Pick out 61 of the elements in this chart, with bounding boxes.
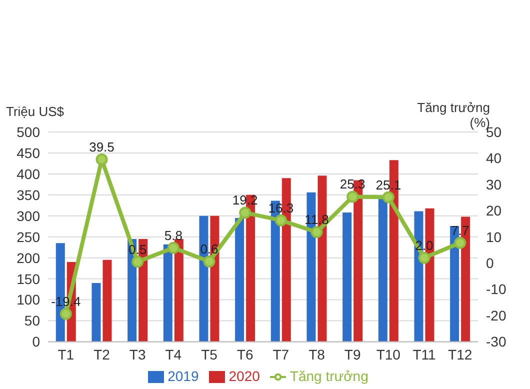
point	[167, 242, 180, 254]
bar	[378, 198, 388, 342]
y-tick-label: 500	[16, 124, 40, 140]
data-label: -19.4	[51, 294, 81, 309]
bar	[174, 238, 184, 342]
point	[203, 255, 216, 268]
x-tick-label: T1	[58, 346, 74, 363]
y-tick-label: 350	[16, 186, 40, 203]
point	[346, 190, 359, 203]
y-tick-label: 300	[16, 208, 40, 224]
y2-tick-label: 40	[486, 150, 502, 166]
bar	[102, 260, 112, 342]
y-tick-label: 100	[16, 292, 40, 308]
legend-label: Tăng trưởng	[290, 368, 368, 384]
point	[274, 214, 287, 226]
x-tick-label: T10	[376, 346, 401, 363]
bar	[342, 212, 352, 342]
y-tick-label: 400	[16, 166, 40, 182]
point	[132, 256, 144, 268]
point	[382, 191, 394, 204]
x-tick-label: T4	[165, 346, 182, 363]
point	[418, 252, 430, 264]
data-label: 39.5	[89, 140, 114, 155]
bar	[92, 282, 101, 342]
y2-tick-label: -20	[486, 307, 506, 324]
x-tick-label: T11	[412, 346, 436, 363]
x-tick-label: T9	[344, 346, 361, 363]
data-label: 5.8	[164, 228, 182, 243]
y-tick-label: 450	[16, 144, 40, 161]
y2-tick-label: 10	[486, 228, 502, 245]
y-tick-label: 0	[32, 334, 40, 350]
data-label: 11.8	[304, 212, 329, 228]
data-label: 0.6	[200, 241, 218, 256]
y-tick-label: 50	[24, 312, 40, 329]
point	[60, 308, 72, 320]
y-tick-label: 250	[16, 228, 40, 245]
data-label: 7.7	[451, 222, 470, 238]
legend-label: 2019	[168, 368, 199, 384]
x-tick-label: T5	[201, 346, 218, 363]
x-tick-label: T12	[448, 346, 472, 363]
y2-tick-label: 0	[486, 255, 494, 272]
x-tick-label: T2	[94, 346, 110, 363]
x-tick-label: T6	[236, 346, 254, 363]
point	[239, 206, 252, 219]
y-tick-label: 150	[16, 270, 40, 287]
point	[96, 154, 108, 166]
y-tick-label: 200	[16, 250, 40, 266]
x-tick-label: T3	[129, 346, 146, 363]
y-axis-title: Triệu US$	[6, 104, 64, 119]
legend-label: 2020	[228, 368, 260, 384]
x-tick-label: T8	[308, 346, 326, 363]
y2-tick-label: -10	[486, 281, 506, 298]
y2-tick-label: 30	[486, 176, 502, 192]
y2-tick-label: 20	[486, 202, 502, 219]
x-tick-label: T7	[272, 346, 290, 363]
bar	[235, 218, 244, 342]
y2-tick-label: -30	[486, 334, 506, 350]
data-label: 16.3	[268, 200, 294, 216]
point	[310, 226, 323, 238]
point	[454, 236, 466, 249]
bar	[163, 244, 172, 342]
